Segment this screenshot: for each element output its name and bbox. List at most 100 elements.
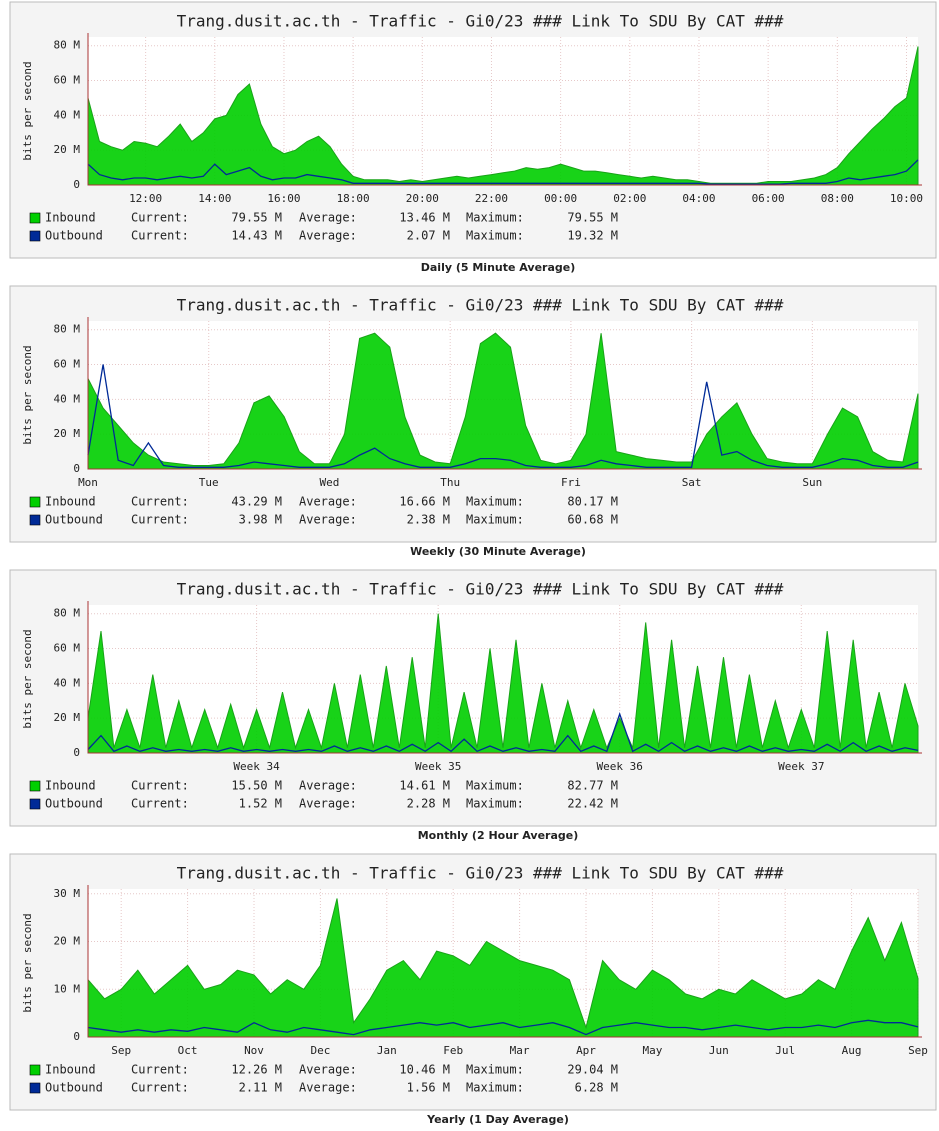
x-tick-label: 18:00 [337, 192, 370, 205]
stat-value: 10.46 M [399, 1063, 450, 1077]
stat-label: Current: [131, 495, 189, 509]
stat-label: Maximum: [466, 513, 524, 527]
y-axis-label: bits per second [21, 629, 34, 728]
stat-value: 19.32 M [567, 229, 618, 243]
stat-value: 12.26 M [231, 1063, 282, 1077]
stat-label: Current: [131, 779, 189, 793]
chart-caption: Daily (5 Minute Average) [421, 261, 576, 274]
y-axis-label: bits per second [21, 345, 34, 444]
x-tick-label: Nov [244, 1044, 264, 1057]
stat-value: 79.55 M [231, 211, 282, 225]
x-tick-label: Mar [510, 1044, 530, 1057]
chart-caption: Yearly (1 Day Average) [426, 1113, 569, 1126]
y-tick-label: 40 M [54, 676, 81, 689]
x-tick-label: Thu [440, 476, 460, 489]
page: Trang.dusit.ac.th - Traffic - Gi0/23 ###… [0, 0, 939, 1131]
stat-value: 1.52 M [239, 797, 282, 811]
x-tick-label: 02:00 [613, 192, 646, 205]
x-tick-label: 20:00 [406, 192, 439, 205]
legend-swatch [30, 515, 40, 525]
stat-value: 29.04 M [567, 1063, 618, 1077]
chart-title: Trang.dusit.ac.th - Traffic - Gi0/23 ###… [177, 864, 784, 883]
stat-label: Average: [299, 211, 357, 225]
y-tick-label: 80 M [54, 607, 81, 620]
y-tick-label: 80 M [54, 323, 81, 336]
stat-value: 1.56 M [407, 1081, 450, 1095]
stat-label: Average: [299, 513, 357, 527]
x-tick-label: Jun [709, 1044, 729, 1057]
stat-label: Current: [131, 797, 189, 811]
x-tick-label: Week 37 [778, 760, 824, 773]
stat-label: Maximum: [466, 1081, 524, 1095]
x-tick-label: Tue [199, 476, 219, 489]
y-tick-label: 20 M [54, 935, 81, 948]
x-tick-label: Wed [320, 476, 340, 489]
legend-label: Inbound [45, 1063, 96, 1077]
x-tick-label: 12:00 [129, 192, 162, 205]
stat-label: Average: [299, 779, 357, 793]
stat-value: 2.38 M [407, 513, 450, 527]
legend-swatch [30, 213, 40, 223]
legend-swatch [30, 799, 40, 809]
stat-label: Average: [299, 495, 357, 509]
y-tick-label: 20 M [54, 427, 81, 440]
stat-label: Maximum: [466, 229, 524, 243]
y-tick-label: 20 M [54, 143, 81, 156]
chart-title: Trang.dusit.ac.th - Traffic - Gi0/23 ###… [177, 296, 784, 315]
stat-value: 16.66 M [399, 495, 450, 509]
x-tick-label: Jul [775, 1044, 795, 1057]
x-tick-label: Week 36 [597, 760, 643, 773]
chart-caption: Weekly (30 Minute Average) [410, 545, 586, 558]
legend-swatch [30, 497, 40, 507]
stat-label: Current: [131, 211, 189, 225]
legend-swatch [30, 1083, 40, 1093]
stat-value: 13.46 M [399, 211, 450, 225]
stat-label: Average: [299, 1081, 357, 1095]
y-tick-label: 0 [73, 746, 80, 759]
stat-label: Average: [299, 1063, 357, 1077]
legend-swatch [30, 231, 40, 241]
stat-value: 15.50 M [231, 779, 282, 793]
legend-label: Inbound [45, 211, 96, 225]
legend-label: Outbound [45, 1081, 103, 1095]
stat-label: Average: [299, 229, 357, 243]
plot-area [88, 605, 918, 753]
legend-swatch [30, 1065, 40, 1075]
y-axis-label: bits per second [21, 61, 34, 160]
stat-value: 2.28 M [407, 797, 450, 811]
y-tick-label: 20 M [54, 711, 81, 724]
x-tick-label: Sun [802, 476, 822, 489]
chart-panel: Trang.dusit.ac.th - Traffic - Gi0/23 ###… [10, 854, 936, 1126]
stat-value: 79.55 M [567, 211, 618, 225]
x-tick-label: 10:00 [890, 192, 923, 205]
x-tick-label: Week 34 [233, 760, 280, 773]
stat-value: 6.28 M [575, 1081, 618, 1095]
x-tick-label: Jan [377, 1044, 397, 1057]
x-tick-label: Dec [310, 1044, 330, 1057]
stat-value: 14.43 M [231, 229, 282, 243]
stat-label: Maximum: [466, 779, 524, 793]
x-tick-label: Fri [561, 476, 581, 489]
x-tick-label: Sep [111, 1044, 131, 1057]
stat-label: Maximum: [466, 797, 524, 811]
y-tick-label: 0 [73, 1030, 80, 1043]
stat-label: Maximum: [466, 1063, 524, 1077]
stat-value: 43.29 M [231, 495, 282, 509]
x-tick-label: May [642, 1044, 662, 1057]
stat-label: Current: [131, 513, 189, 527]
chart-title: Trang.dusit.ac.th - Traffic - Gi0/23 ###… [177, 12, 784, 31]
legend-label: Inbound [45, 779, 96, 793]
stat-label: Current: [131, 1081, 189, 1095]
x-tick-label: Sat [682, 476, 702, 489]
x-tick-label: 08:00 [821, 192, 854, 205]
stat-label: Maximum: [466, 495, 524, 509]
chart-panel: Trang.dusit.ac.th - Traffic - Gi0/23 ###… [10, 286, 936, 558]
stat-label: Average: [299, 797, 357, 811]
x-tick-label: Aug [842, 1044, 862, 1057]
chart-panel: Trang.dusit.ac.th - Traffic - Gi0/23 ###… [10, 570, 936, 842]
x-tick-label: 22:00 [475, 192, 508, 205]
legend-label: Inbound [45, 495, 96, 509]
x-tick-label: 04:00 [682, 192, 715, 205]
y-tick-label: 10 M [54, 982, 81, 995]
x-tick-label: Apr [576, 1044, 596, 1057]
